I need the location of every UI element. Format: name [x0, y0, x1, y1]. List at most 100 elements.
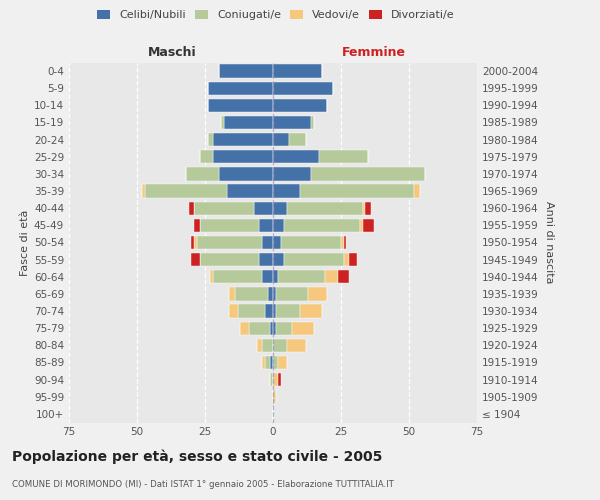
Bar — [273, 98, 328, 112]
Bar — [218, 64, 273, 78]
Bar — [200, 253, 259, 266]
Bar — [319, 150, 368, 164]
Bar — [273, 202, 287, 215]
Bar — [213, 270, 262, 283]
Bar — [194, 218, 200, 232]
Bar — [265, 356, 270, 369]
Bar — [284, 218, 360, 232]
Bar — [235, 287, 268, 300]
Bar — [262, 236, 273, 249]
Bar — [142, 184, 145, 198]
Bar — [338, 270, 349, 283]
Bar — [213, 133, 273, 146]
Bar — [188, 202, 194, 215]
Bar — [211, 270, 213, 283]
Bar — [238, 304, 265, 318]
Bar — [276, 304, 300, 318]
Bar — [273, 167, 311, 180]
Bar — [344, 236, 346, 249]
Bar — [194, 202, 254, 215]
Bar — [273, 184, 300, 198]
Bar — [191, 236, 194, 249]
Bar — [200, 150, 213, 164]
Bar — [273, 322, 276, 335]
Bar — [363, 202, 365, 215]
Bar — [363, 218, 374, 232]
Bar — [273, 287, 276, 300]
Bar — [259, 253, 273, 266]
Bar — [415, 184, 420, 198]
Bar — [270, 373, 273, 386]
Bar — [276, 322, 292, 335]
Bar — [221, 116, 224, 129]
Bar — [262, 270, 273, 283]
Bar — [273, 82, 333, 95]
Bar — [308, 287, 328, 300]
Bar — [265, 304, 273, 318]
Bar — [259, 218, 273, 232]
Bar — [281, 236, 341, 249]
Text: Femmine: Femmine — [341, 46, 406, 59]
Text: COMUNE DI MORIMONDO (MI) - Dati ISTAT 1° gennaio 2005 - Elaborazione TUTTITALIA.: COMUNE DI MORIMONDO (MI) - Dati ISTAT 1°… — [12, 480, 394, 489]
Text: Popolazione per età, sesso e stato civile - 2005: Popolazione per età, sesso e stato civil… — [12, 450, 382, 464]
Bar — [325, 270, 338, 283]
Bar — [191, 253, 200, 266]
Bar — [254, 202, 273, 215]
Bar — [311, 116, 314, 129]
Bar — [273, 133, 289, 146]
Bar — [268, 287, 273, 300]
Bar — [208, 82, 273, 95]
Bar — [341, 236, 344, 249]
Bar — [241, 322, 248, 335]
Bar — [278, 356, 287, 369]
Bar — [289, 133, 305, 146]
Bar — [208, 98, 273, 112]
Bar — [278, 373, 281, 386]
Bar — [248, 322, 270, 335]
Bar — [197, 236, 262, 249]
Bar — [278, 270, 325, 283]
Bar — [273, 338, 287, 352]
Bar — [262, 338, 273, 352]
Bar — [344, 253, 349, 266]
Bar — [349, 253, 358, 266]
Bar — [276, 287, 308, 300]
Bar — [300, 304, 322, 318]
Bar — [273, 253, 284, 266]
Bar — [360, 218, 363, 232]
Bar — [208, 133, 213, 146]
Bar — [224, 116, 273, 129]
Y-axis label: Fasce di età: Fasce di età — [20, 210, 30, 276]
Bar — [229, 287, 235, 300]
Y-axis label: Anni di nascita: Anni di nascita — [544, 201, 554, 284]
Bar — [287, 202, 363, 215]
Bar — [273, 218, 284, 232]
Bar — [273, 64, 322, 78]
Bar — [270, 322, 273, 335]
Bar — [292, 322, 314, 335]
Bar — [194, 236, 197, 249]
Bar — [273, 390, 276, 404]
Legend: Celibi/Nubili, Coniugati/e, Vedovi/e, Divorziati/e: Celibi/Nubili, Coniugati/e, Vedovi/e, Di… — [93, 6, 459, 25]
Bar — [287, 338, 305, 352]
Text: Maschi: Maschi — [148, 46, 197, 59]
Bar — [270, 356, 273, 369]
Bar — [273, 236, 281, 249]
Bar — [273, 150, 319, 164]
Bar — [145, 184, 227, 198]
Bar — [186, 167, 218, 180]
Bar — [273, 304, 276, 318]
Bar — [273, 356, 278, 369]
Bar — [227, 184, 273, 198]
Bar — [300, 184, 415, 198]
Bar — [257, 338, 262, 352]
Bar — [273, 373, 278, 386]
Bar — [229, 304, 238, 318]
Bar — [213, 150, 273, 164]
Bar — [218, 167, 273, 180]
Bar — [311, 167, 425, 180]
Bar — [273, 270, 278, 283]
Bar — [262, 356, 265, 369]
Bar — [273, 116, 311, 129]
Bar — [284, 253, 344, 266]
